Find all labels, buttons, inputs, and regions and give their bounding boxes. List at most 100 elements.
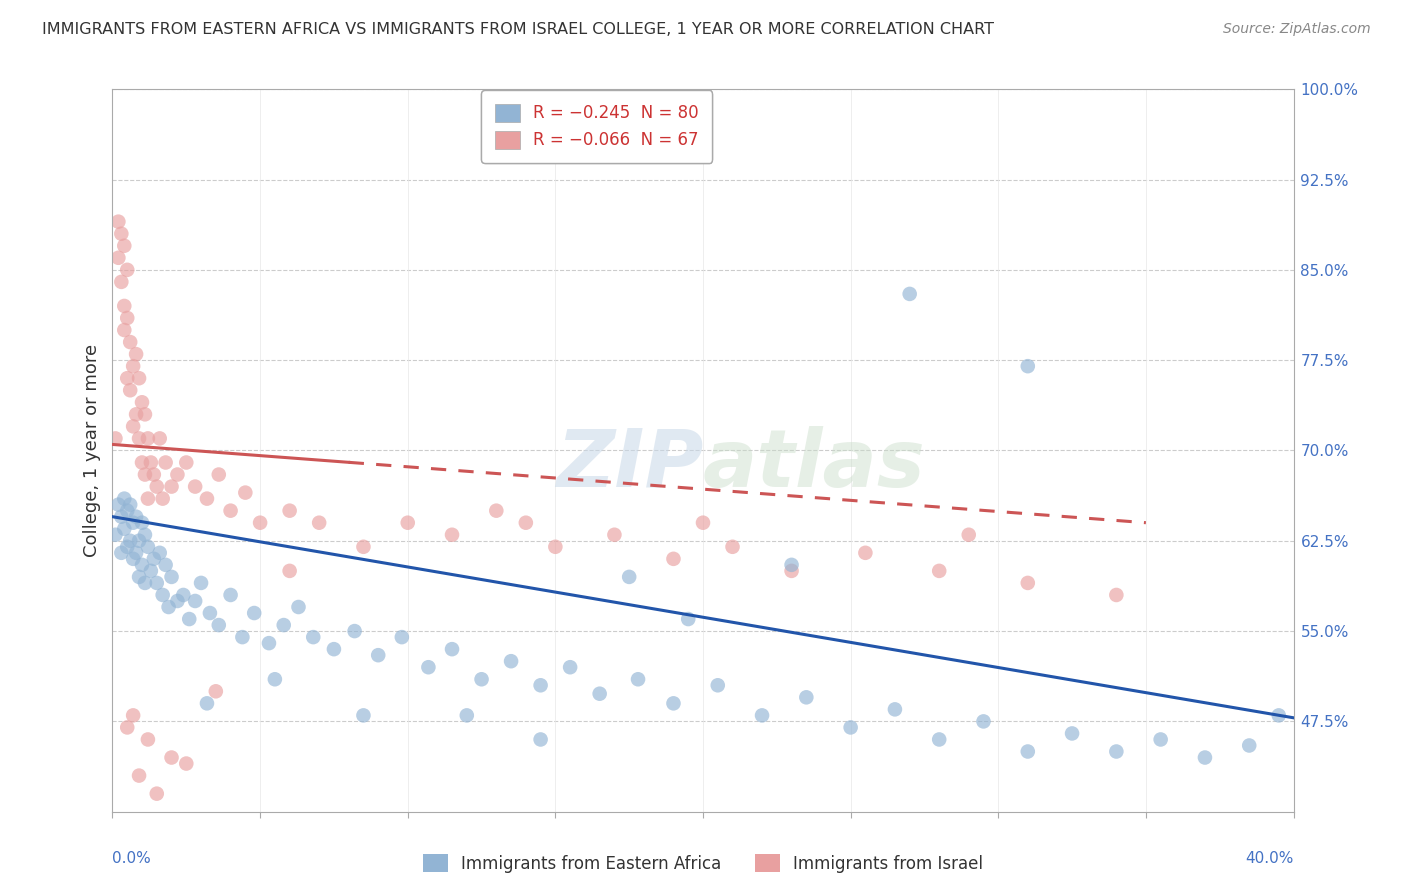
Point xyxy=(619,570,641,584)
Point xyxy=(343,624,366,639)
Point xyxy=(146,480,169,494)
Point xyxy=(278,503,301,517)
Point xyxy=(780,558,803,572)
Point xyxy=(131,395,153,409)
Point xyxy=(131,558,153,572)
Point xyxy=(149,431,172,445)
Point xyxy=(302,630,325,644)
Point xyxy=(441,642,464,657)
Point xyxy=(208,467,231,482)
Point xyxy=(1150,732,1173,747)
Point xyxy=(122,516,145,530)
Point xyxy=(155,558,177,572)
Point xyxy=(160,750,183,764)
Point xyxy=(367,648,389,662)
Point xyxy=(104,527,127,541)
Point xyxy=(128,570,150,584)
Point xyxy=(928,564,950,578)
Point xyxy=(107,498,129,512)
Point xyxy=(233,485,256,500)
Point xyxy=(152,491,174,506)
Point xyxy=(136,491,159,506)
Text: 40.0%: 40.0% xyxy=(1246,851,1294,865)
Point xyxy=(112,238,135,252)
Point xyxy=(198,606,221,620)
Text: atlas: atlas xyxy=(703,425,925,504)
Point xyxy=(142,467,165,482)
Point xyxy=(396,516,419,530)
Point xyxy=(134,407,156,422)
Point xyxy=(120,533,142,548)
Point xyxy=(485,503,508,517)
Point xyxy=(1194,750,1216,764)
Point xyxy=(125,546,148,560)
Point xyxy=(110,509,132,524)
Point xyxy=(323,642,346,657)
Point xyxy=(195,491,218,506)
Point xyxy=(125,347,148,361)
Point xyxy=(706,678,728,692)
Point xyxy=(243,606,266,620)
Point xyxy=(136,732,159,747)
Point xyxy=(157,600,180,615)
Point xyxy=(174,455,197,469)
Point xyxy=(104,431,127,445)
Point xyxy=(117,262,138,277)
Point xyxy=(120,384,142,398)
Point xyxy=(128,533,150,548)
Point xyxy=(120,334,142,349)
Point xyxy=(928,732,950,747)
Point xyxy=(273,618,295,632)
Point xyxy=(128,431,150,445)
Point xyxy=(1105,588,1128,602)
Point xyxy=(112,491,135,506)
Point xyxy=(110,546,132,560)
Point xyxy=(149,546,172,560)
Point xyxy=(160,480,183,494)
Point xyxy=(973,714,995,729)
Point xyxy=(110,227,132,241)
Text: IMMIGRANTS FROM EASTERN AFRICA VS IMMIGRANTS FROM ISRAEL COLLEGE, 1 YEAR OR MORE: IMMIGRANTS FROM EASTERN AFRICA VS IMMIGR… xyxy=(42,22,994,37)
Point xyxy=(134,576,156,591)
Point xyxy=(529,732,551,747)
Legend: R = −0.245  N = 80, R = −0.066  N = 67: R = −0.245 N = 80, R = −0.066 N = 67 xyxy=(481,90,711,162)
Point xyxy=(249,516,271,530)
Point xyxy=(184,594,207,608)
Point xyxy=(418,660,440,674)
Point xyxy=(128,768,150,783)
Point xyxy=(603,527,626,541)
Point xyxy=(780,564,803,578)
Point xyxy=(166,467,188,482)
Point xyxy=(134,467,156,482)
Point xyxy=(470,673,494,687)
Point xyxy=(839,721,862,735)
Point xyxy=(627,673,650,687)
Point xyxy=(184,480,207,494)
Point xyxy=(122,551,145,566)
Point xyxy=(110,275,132,289)
Point xyxy=(391,630,413,644)
Point xyxy=(125,509,148,524)
Point xyxy=(146,576,169,591)
Point xyxy=(134,527,156,541)
Point xyxy=(125,407,148,422)
Point xyxy=(1017,359,1039,373)
Point xyxy=(441,527,464,541)
Point xyxy=(558,660,582,674)
Point xyxy=(264,673,287,687)
Point xyxy=(231,630,253,644)
Point xyxy=(678,612,700,626)
Point xyxy=(751,708,773,723)
Point xyxy=(278,564,301,578)
Point xyxy=(117,540,138,554)
Point xyxy=(172,588,194,602)
Point xyxy=(529,678,551,692)
Point xyxy=(117,310,138,325)
Point xyxy=(117,503,138,517)
Point xyxy=(1062,726,1084,740)
Point xyxy=(855,546,877,560)
Point xyxy=(122,419,145,434)
Point xyxy=(107,251,129,265)
Point xyxy=(501,654,523,668)
Point xyxy=(662,697,685,711)
